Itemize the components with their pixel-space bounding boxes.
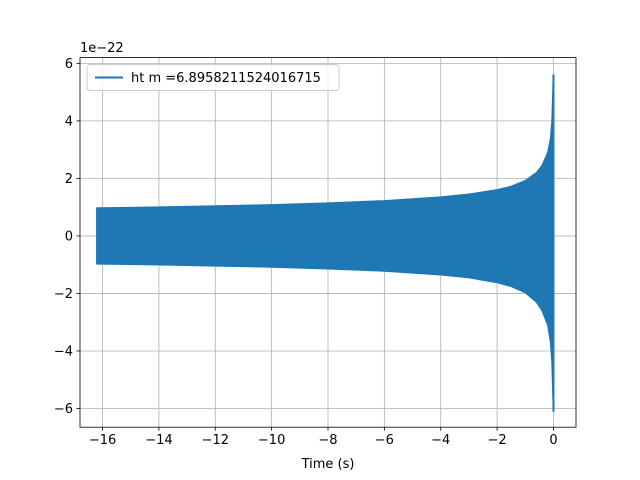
x-tick-label: −2 <box>488 433 507 448</box>
y-tick-label: 4 <box>65 114 73 129</box>
legend: ht m =6.8958211524016715 <box>86 64 340 91</box>
x-tick-label: 0 <box>549 433 557 448</box>
x-tick-label: −14 <box>145 433 172 448</box>
legend-entry: ht m =6.8958211524016715 <box>131 71 321 86</box>
x-tick-label: −8 <box>318 433 337 448</box>
y-tick-label: −6 <box>54 402 73 417</box>
y-tick-label: −4 <box>54 344 73 359</box>
x-tick-label: −4 <box>431 433 450 448</box>
y-offset-text: 1e−22 <box>80 41 124 56</box>
legend-box <box>86 64 340 91</box>
x-tick-label: −12 <box>202 433 229 448</box>
y-tick-label: 6 <box>65 57 73 72</box>
tick-layer: −16 −14 −12 −10 −8 −6 −4 −2 0 −6 −4 −2 0 2 4 6 <box>54 57 558 448</box>
x-tick-label: −10 <box>258 433 285 448</box>
series-layer <box>96 74 555 413</box>
y-tick-label: −2 <box>54 287 73 302</box>
x-tick-label: −16 <box>89 433 116 448</box>
series-signal <box>96 74 555 413</box>
x-axis-label: Time (s) <box>301 457 355 472</box>
x-tick-label: −6 <box>375 433 394 448</box>
y-tick-label: 2 <box>65 172 73 187</box>
y-tick-label: 0 <box>65 229 73 244</box>
